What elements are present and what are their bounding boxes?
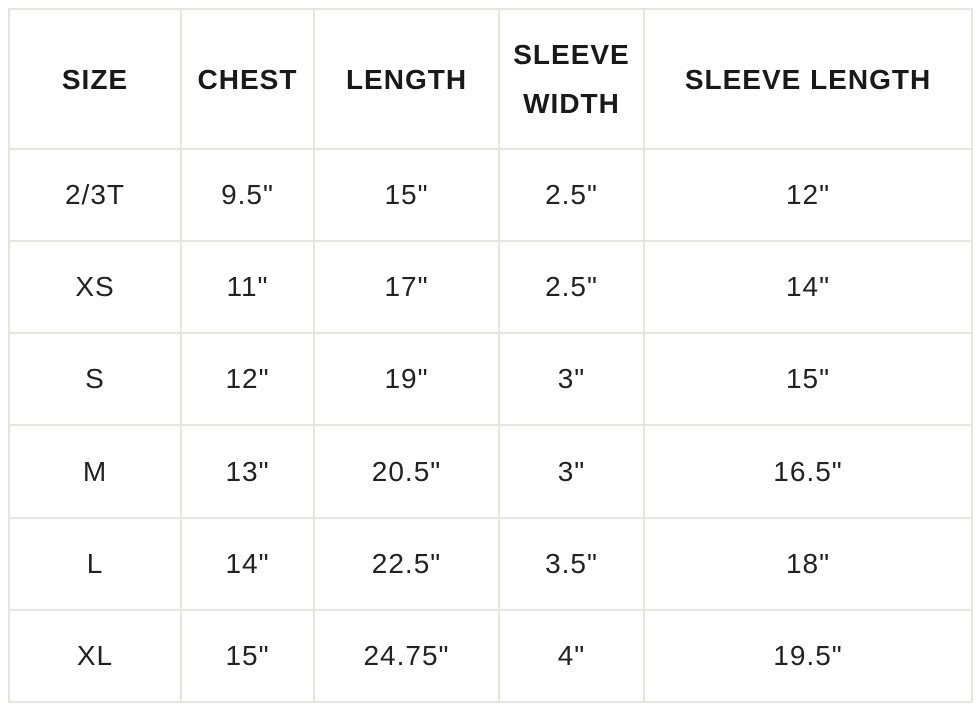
chest-cell: 11": [180, 240, 315, 335]
size-cell: XS: [8, 240, 182, 335]
chest-cell: 13": [180, 424, 315, 519]
column-header-length: LENGTH: [313, 8, 500, 150]
chest-cell: 12": [180, 332, 315, 427]
table-row-s: S 12" 19" 3" 15": [8, 332, 973, 427]
length-cell: 15": [313, 147, 500, 243]
size-cell: M: [8, 424, 182, 519]
column-header-sleeve-width: SLEEVE WIDTH: [498, 8, 645, 150]
sleeve-length-cell: 19.5": [643, 608, 973, 704]
sleeve-width-cell: 4": [498, 608, 645, 704]
sleeve-length-cell: 14": [643, 240, 973, 335]
sleeve-width-cell: 2.5": [498, 240, 645, 335]
size-cell: S: [8, 332, 182, 427]
sleeve-length-cell: 12": [643, 147, 973, 243]
sleeve-width-cell: 2.5": [498, 147, 645, 243]
length-cell: 24.75": [313, 608, 500, 704]
table-row-m: M 13" 20.5" 3" 16.5": [8, 424, 973, 519]
length-cell: 22.5": [313, 516, 500, 611]
length-cell: 17": [313, 240, 500, 335]
chest-cell: 15": [180, 608, 315, 704]
table-row-l: L 14" 22.5" 3.5" 18": [8, 516, 973, 611]
sleeve-length-cell: 18": [643, 516, 973, 611]
table-row-2-3t: 2/3T 9.5" 15" 2.5" 12": [8, 147, 973, 243]
column-header-sleeve-length: SLEEVE LENGTH: [643, 8, 973, 150]
table-row-xl: XL 15" 24.75" 4" 19.5": [8, 608, 973, 704]
sleeve-length-cell: 15": [643, 332, 973, 427]
size-cell: L: [8, 516, 182, 611]
length-cell: 19": [313, 332, 500, 427]
chest-cell: 14": [180, 516, 315, 611]
sleeve-width-cell: 3.5": [498, 516, 645, 611]
table-row-xs: XS 11" 17" 2.5" 14": [8, 240, 973, 335]
sleeve-length-cell: 16.5": [643, 424, 973, 519]
column-header-chest: CHEST: [180, 8, 315, 150]
length-cell: 20.5": [313, 424, 500, 519]
size-cell: 2/3T: [8, 147, 182, 243]
size-chart-table: SIZE CHEST LENGTH SLEEVE WIDTH SLEEVE LE…: [8, 8, 973, 704]
chest-cell: 9.5": [180, 147, 315, 243]
sleeve-width-cell: 3": [498, 332, 645, 427]
size-cell: XL: [8, 608, 182, 704]
table-header-row: SIZE CHEST LENGTH SLEEVE WIDTH SLEEVE LE…: [8, 8, 973, 150]
column-header-size: SIZE: [8, 8, 182, 150]
sleeve-width-cell: 3": [498, 424, 645, 519]
